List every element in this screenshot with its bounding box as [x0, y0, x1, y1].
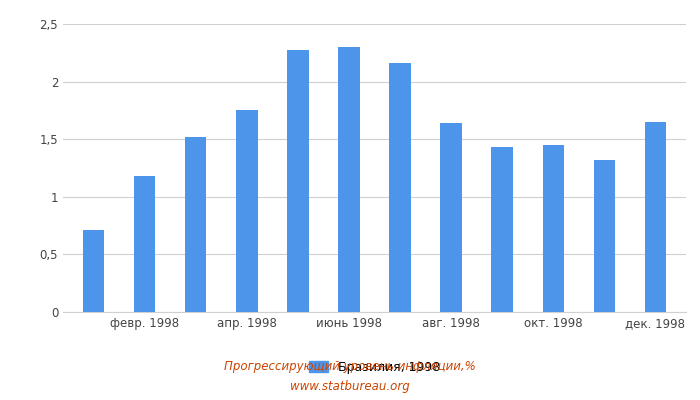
Bar [645, 122, 666, 312]
Text: Прогрессирующий уровень инфляции,%: Прогрессирующий уровень инфляции,% [224, 360, 476, 373]
Bar [83, 230, 104, 312]
Bar [236, 110, 258, 312]
Text: www.statbureau.org: www.statbureau.org [290, 380, 410, 393]
Bar [542, 145, 564, 312]
Legend: Бразилия, 1998: Бразилия, 1998 [304, 356, 445, 379]
Bar [491, 147, 513, 312]
Bar [338, 47, 360, 312]
Bar [185, 137, 206, 312]
Bar [594, 160, 615, 312]
Bar [389, 63, 411, 312]
Bar [440, 123, 462, 312]
Bar [134, 176, 155, 312]
Bar [287, 50, 309, 312]
